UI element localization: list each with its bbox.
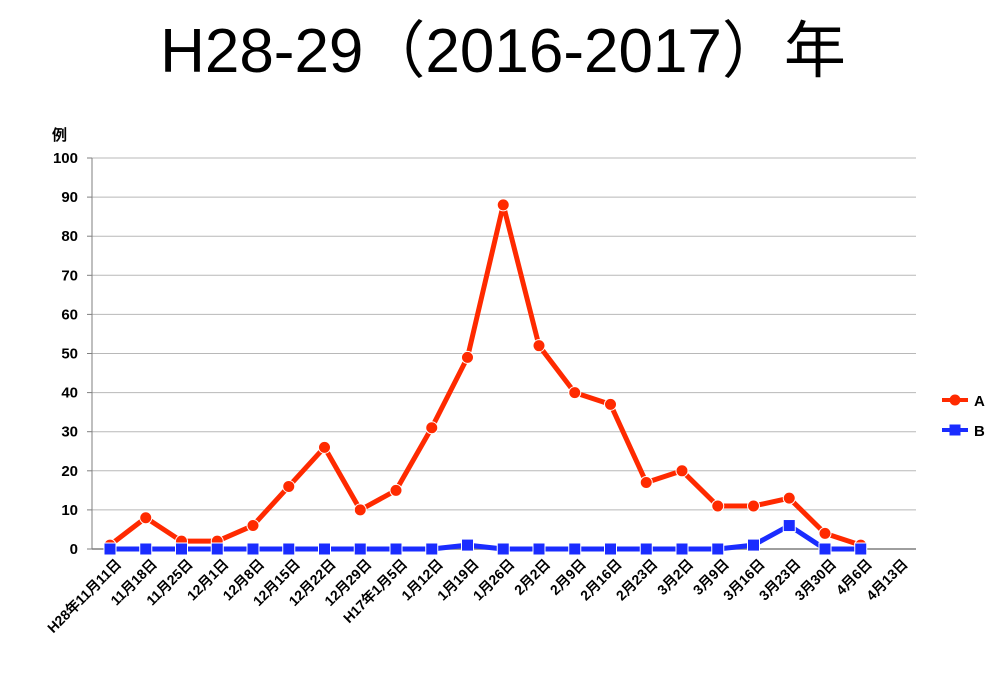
- y-tick-label: 40: [61, 385, 78, 402]
- gridlines: [92, 157, 916, 511]
- data-point: [461, 350, 474, 364]
- data-point: [318, 440, 331, 454]
- data-point: [496, 542, 510, 556]
- x-tick-labels: H28年11月11日11月18日11月25日12月1日12月8日12月15日12…: [44, 556, 911, 636]
- data-point: [604, 542, 617, 556]
- data-point: [818, 526, 832, 540]
- x-tick-label: 2月2日: [511, 556, 553, 598]
- data-point: [353, 542, 367, 556]
- legend-item: A: [942, 393, 985, 410]
- legend-label: A: [974, 393, 985, 410]
- y-tick-label: 100: [53, 150, 78, 167]
- data-point: [854, 542, 868, 556]
- y-tick-label: 0: [70, 541, 78, 558]
- series-A: [103, 198, 868, 552]
- data-point: [711, 542, 725, 556]
- series-line: [107, 202, 864, 548]
- data-point: [782, 491, 796, 505]
- y-tick-label: 50: [61, 346, 78, 363]
- data-point: [675, 542, 689, 556]
- data-point: [103, 542, 117, 556]
- y-tick-label: 30: [61, 424, 78, 441]
- data-point: [639, 542, 653, 556]
- data-point: [246, 519, 260, 533]
- y-tick-label: 60: [61, 306, 78, 323]
- data-point: [747, 499, 760, 513]
- y-tick-label: 10: [61, 502, 78, 519]
- data-point: [532, 339, 546, 353]
- y-tick-labels: 0 10 20 30 40 50 60 70 80 90 100: [53, 150, 78, 558]
- legend-marker: [949, 424, 961, 436]
- data-point: [818, 542, 832, 556]
- y-tick-label: 20: [61, 463, 78, 480]
- data-point: [496, 198, 510, 212]
- data-point: [711, 499, 725, 513]
- legend-label: B: [974, 423, 985, 440]
- data-point: [675, 464, 689, 478]
- data-point: [282, 542, 296, 556]
- series-line: [107, 523, 864, 552]
- data-point: [568, 542, 582, 556]
- data-point: [246, 542, 260, 556]
- legend-marker: [949, 394, 961, 406]
- data-point: [389, 542, 403, 556]
- data-point: [639, 476, 653, 490]
- series-B: [103, 519, 868, 556]
- data-point: [747, 538, 760, 552]
- data-point: [604, 397, 617, 411]
- data-point: [461, 538, 474, 552]
- data-point: [425, 542, 439, 556]
- x-tick-label: 3月2日: [654, 556, 696, 598]
- series: [103, 198, 868, 556]
- y-tick-label: 90: [61, 189, 78, 206]
- data-point: [389, 483, 403, 497]
- data-point: [318, 542, 331, 556]
- y-axis-label: 例: [52, 126, 67, 144]
- data-point: [568, 386, 582, 400]
- data-point: [139, 511, 153, 525]
- data-point: [282, 479, 296, 493]
- data-point: [139, 542, 153, 556]
- chart-title: H28-29（2016-2017）年: [160, 17, 846, 86]
- data-point: [782, 519, 796, 533]
- legend: AB: [942, 393, 985, 440]
- legend-item: B: [942, 423, 985, 440]
- data-point: [425, 421, 439, 435]
- y-tick-label: 80: [61, 228, 78, 245]
- data-point: [353, 503, 367, 517]
- y-tick-label: 70: [61, 267, 78, 284]
- data-point: [210, 542, 224, 556]
- data-point: [532, 542, 546, 556]
- data-point: [175, 542, 188, 556]
